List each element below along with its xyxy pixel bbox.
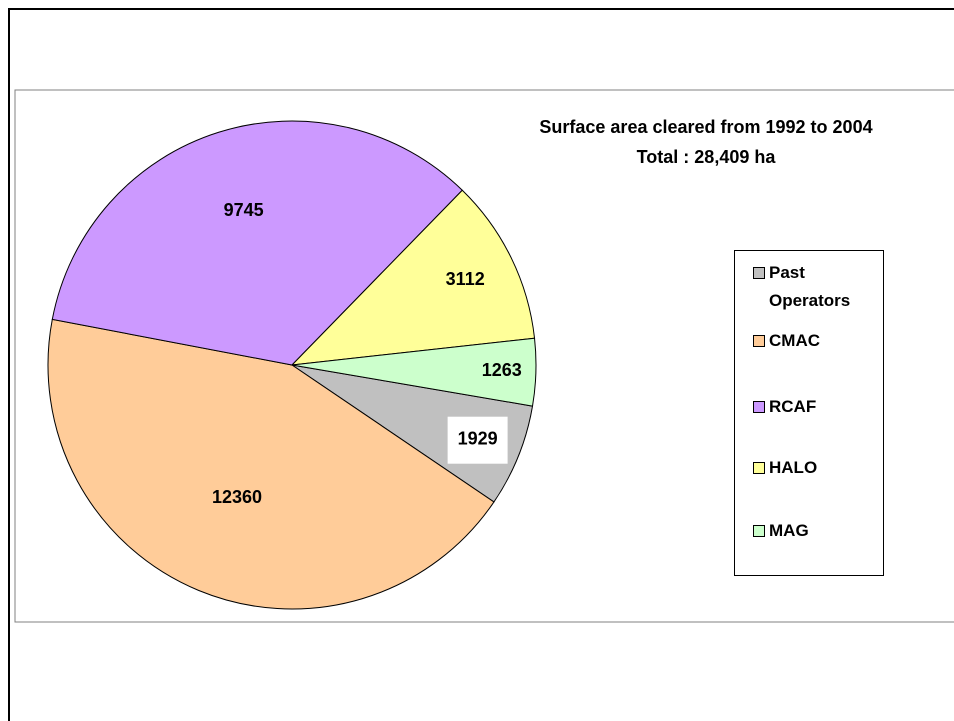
legend-swatch (753, 401, 765, 413)
legend-swatch (753, 462, 765, 474)
legend-label: CMAC (769, 331, 820, 350)
plot-border (14, 89, 954, 623)
legend: Past Operators CMAC RCAF HALO MAG (734, 250, 884, 576)
legend-swatch (753, 267, 765, 279)
legend-entry: Past Operators (753, 259, 883, 315)
legend-label: RCAF (769, 397, 817, 416)
pie-slice (47, 318, 495, 610)
pie-slice (51, 120, 463, 366)
label-background (447, 416, 508, 464)
legend-entry: HALO (753, 454, 883, 482)
pie: 1929 12360 9745 3112 1263 (47, 120, 537, 610)
chart-title: Surface area cleared from 1992 to 2004 (539, 117, 872, 137)
legend-swatch (753, 525, 765, 537)
legend-label: HALO (769, 458, 818, 477)
outer-border (8, 8, 954, 721)
data-label: 1263 (482, 360, 522, 380)
legend-entry: MAG (753, 517, 883, 545)
chart-subtitle: Total : 28,409 ha (637, 147, 777, 167)
legend-label: MAG (769, 521, 809, 540)
legend-entry: CMAC (753, 327, 883, 355)
legend-label: Past Operators (769, 263, 851, 310)
data-label: 3112 (446, 269, 485, 289)
pie-slice (291, 337, 537, 407)
data-label: 12360 (212, 487, 262, 507)
pie-slice (290, 189, 536, 366)
data-label: 1929 (458, 428, 498, 448)
legend-entry: RCAF (753, 393, 883, 421)
data-label: 9745 (224, 200, 264, 220)
legend-swatch (753, 335, 765, 347)
